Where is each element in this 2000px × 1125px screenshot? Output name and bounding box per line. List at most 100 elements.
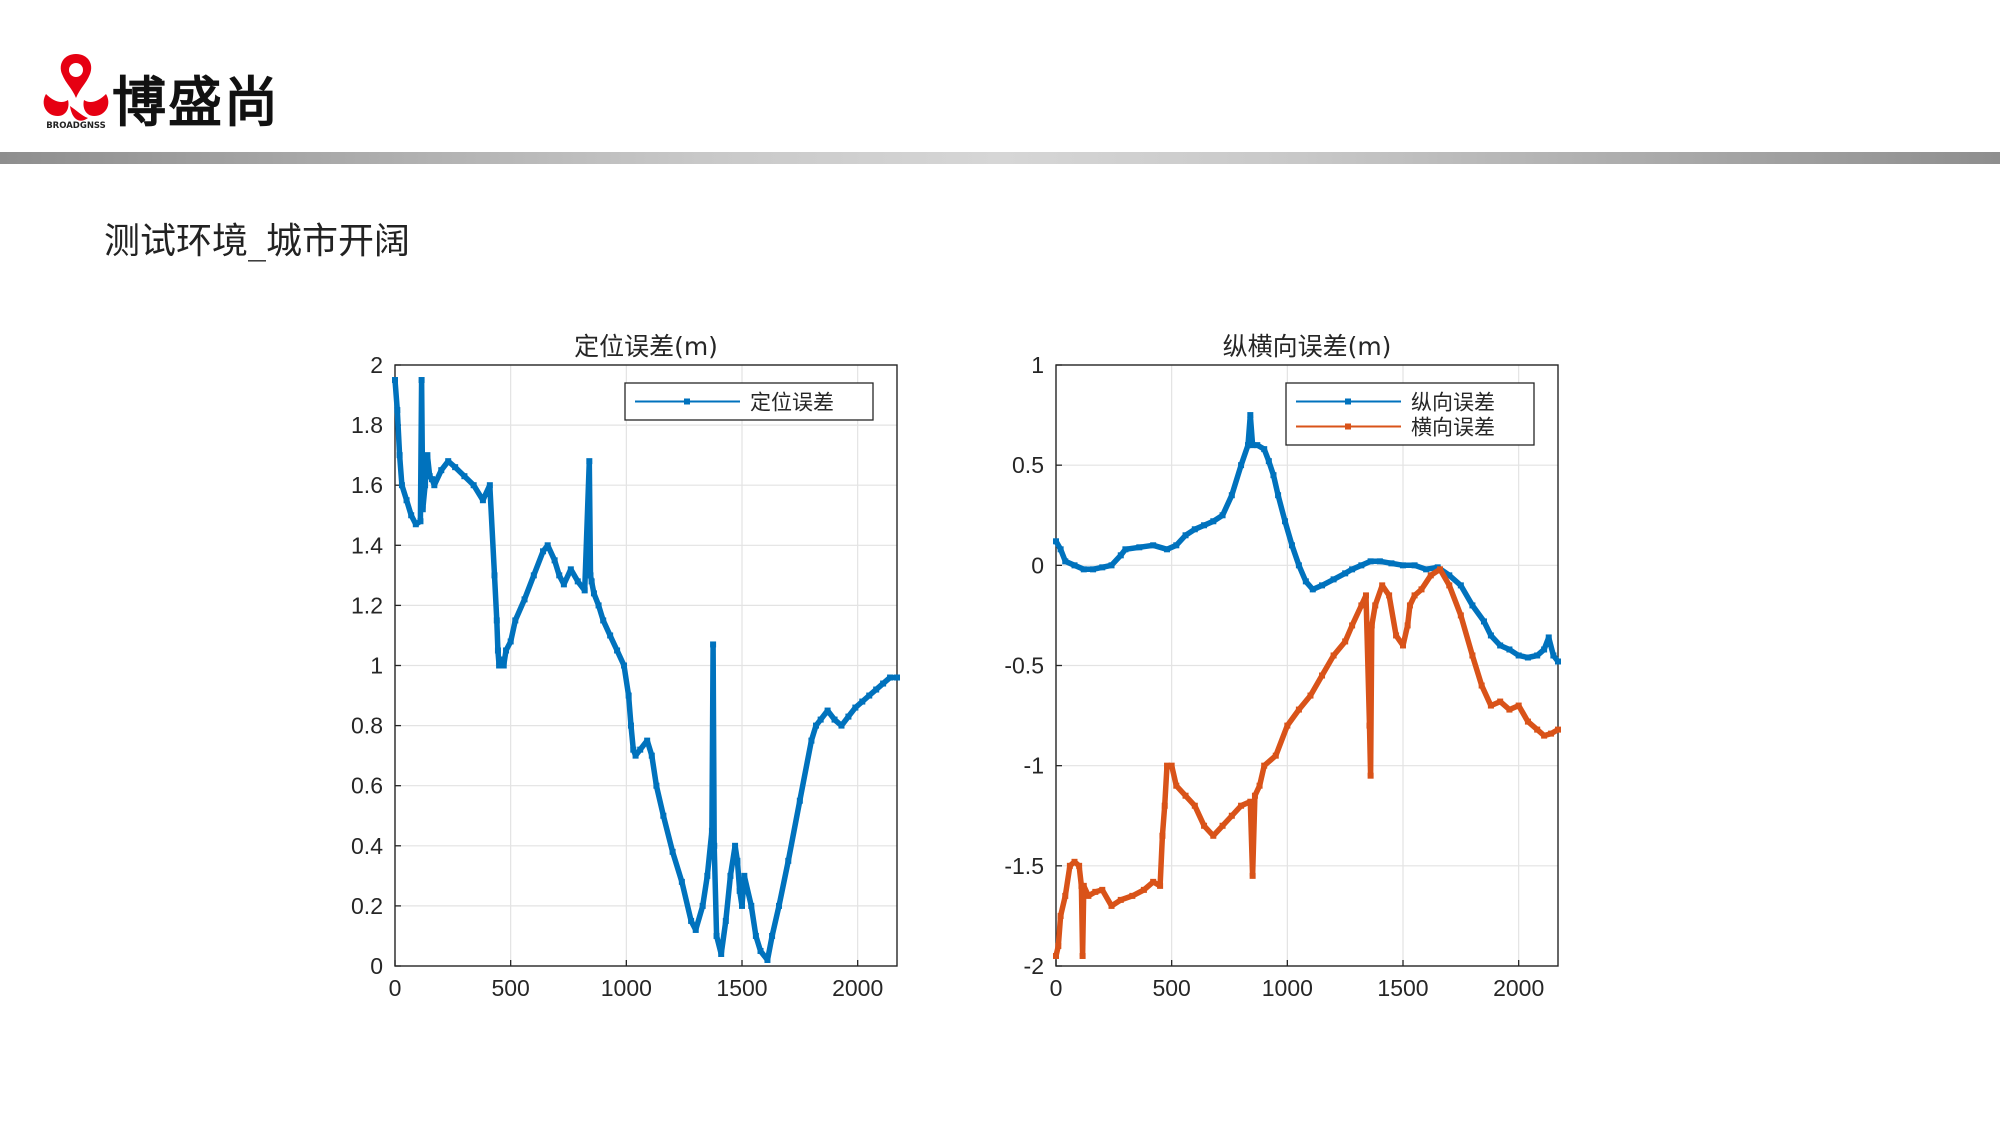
data-point bbox=[422, 482, 429, 489]
data-point bbox=[1080, 566, 1087, 573]
data-point bbox=[1161, 802, 1168, 809]
data-point bbox=[1261, 762, 1268, 769]
data-point bbox=[1545, 634, 1552, 641]
data-point bbox=[1251, 792, 1258, 799]
data-point bbox=[1295, 706, 1302, 713]
data-point bbox=[431, 482, 438, 489]
data-point bbox=[722, 917, 729, 924]
data-point bbox=[494, 647, 501, 654]
data-point bbox=[1548, 730, 1555, 737]
y-tick-label: 1.6 bbox=[351, 472, 383, 498]
data-point bbox=[1092, 888, 1099, 895]
data-point bbox=[521, 596, 528, 603]
data-point bbox=[1515, 702, 1522, 709]
data-point bbox=[1330, 576, 1337, 583]
data-point bbox=[1168, 762, 1175, 769]
legend-label: 纵向误差 bbox=[1411, 391, 1495, 415]
data-point bbox=[1062, 892, 1069, 899]
legend-marker-swatch bbox=[1345, 398, 1351, 405]
data-point bbox=[1487, 702, 1494, 709]
data-point bbox=[764, 956, 771, 963]
data-point bbox=[757, 947, 764, 954]
data-point bbox=[1191, 526, 1198, 533]
data-point bbox=[1406, 602, 1413, 609]
y-tick-label: -1 bbox=[1024, 753, 1044, 779]
data-point bbox=[1085, 892, 1092, 899]
data-point bbox=[1265, 458, 1272, 465]
data-point bbox=[1515, 652, 1522, 659]
data-point bbox=[1418, 586, 1425, 593]
y-tick-label: -0.5 bbox=[1004, 653, 1044, 679]
data-point bbox=[1469, 652, 1476, 659]
data-point bbox=[732, 842, 739, 849]
data-point bbox=[1066, 862, 1073, 869]
y-tick-label: 0 bbox=[370, 953, 383, 979]
data-point bbox=[1275, 492, 1282, 499]
y-tick-label: 1.8 bbox=[351, 412, 383, 438]
data-point bbox=[496, 662, 503, 669]
data-point bbox=[637, 746, 644, 753]
data-point bbox=[1446, 572, 1453, 579]
data-point bbox=[530, 572, 537, 579]
chart-position-error: 0 500 1000 1500 2000 0 0.2 0.4 0.6 0.8 1 1.2 1.4 1.6 1… bbox=[351, 332, 900, 1001]
y-tick-label: 2 bbox=[370, 352, 383, 378]
data-point bbox=[418, 377, 425, 384]
data-point bbox=[1247, 798, 1254, 805]
data-point bbox=[486, 482, 493, 489]
data-point bbox=[736, 887, 743, 894]
data-point bbox=[1182, 532, 1189, 539]
data-point bbox=[419, 506, 426, 513]
data-point bbox=[560, 581, 567, 588]
x-tick-label: 1000 bbox=[601, 975, 652, 1001]
data-point bbox=[1487, 632, 1494, 639]
x-tick-label: 1500 bbox=[1377, 975, 1428, 1001]
data-point bbox=[556, 572, 563, 579]
data-point bbox=[1057, 912, 1064, 919]
data-point bbox=[1117, 552, 1124, 559]
data-point bbox=[785, 857, 792, 864]
data-point bbox=[880, 680, 887, 687]
y-tick-label: 0.2 bbox=[351, 893, 383, 919]
chart-title: 纵横向误差(m) bbox=[1223, 332, 1392, 361]
data-point bbox=[1201, 522, 1208, 529]
data-point bbox=[1076, 862, 1083, 869]
data-point bbox=[817, 716, 824, 723]
data-point bbox=[1053, 952, 1059, 959]
page-subtitle: 测试环境_城市开阔 bbox=[104, 221, 411, 262]
data-point bbox=[1358, 562, 1365, 569]
data-point bbox=[1157, 882, 1164, 889]
data-point bbox=[838, 722, 845, 729]
header-divider bbox=[0, 152, 2000, 164]
data-point bbox=[866, 692, 873, 699]
data-point bbox=[1534, 726, 1541, 733]
data-point bbox=[644, 737, 651, 744]
data-point bbox=[614, 647, 621, 654]
data-point bbox=[1099, 564, 1106, 571]
data-point bbox=[493, 617, 500, 624]
data-point bbox=[1099, 886, 1106, 893]
data-point bbox=[590, 590, 597, 597]
data-point bbox=[1164, 762, 1171, 769]
y-tick-label: 0.4 bbox=[351, 833, 383, 859]
y-tick-label: 0 bbox=[1031, 552, 1044, 578]
data-point bbox=[831, 716, 838, 723]
data-point bbox=[1210, 518, 1217, 525]
data-point bbox=[894, 674, 900, 681]
data-point bbox=[1446, 582, 1453, 589]
x-tick-label: 500 bbox=[491, 975, 529, 1001]
x-tick-label: 2000 bbox=[1493, 975, 1544, 1001]
data-point bbox=[586, 458, 593, 465]
data-point bbox=[1057, 546, 1064, 553]
data-point bbox=[595, 602, 602, 609]
data-point bbox=[1388, 560, 1395, 567]
data-point bbox=[491, 572, 498, 579]
data-point bbox=[1411, 562, 1418, 569]
data-point bbox=[630, 746, 637, 753]
series-line bbox=[392, 377, 900, 963]
data-point bbox=[1150, 542, 1157, 549]
data-point bbox=[1309, 586, 1316, 593]
data-point bbox=[727, 872, 734, 879]
data-point bbox=[544, 542, 551, 549]
data-point bbox=[498, 656, 505, 663]
